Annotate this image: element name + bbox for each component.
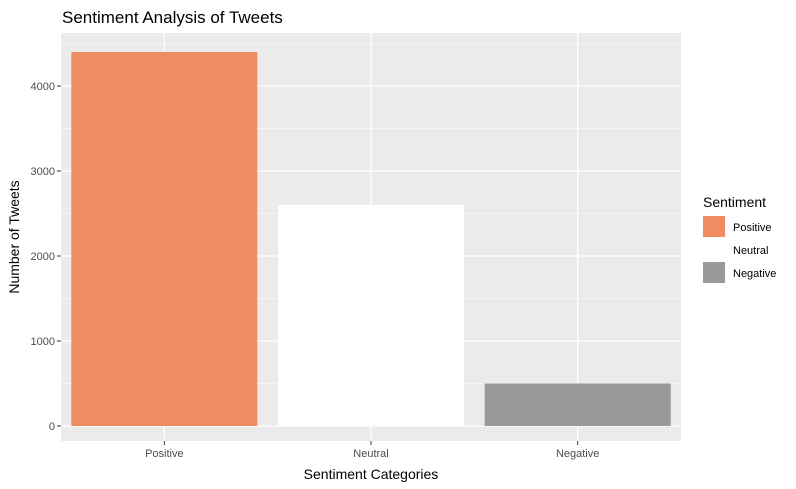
- legend-label-negative: Negative: [733, 268, 776, 280]
- y-tick-label: 0: [49, 421, 55, 433]
- legend-title: Sentiment: [703, 194, 766, 210]
- y-axis-ticks: 0 1000 2000 3000 4000: [31, 81, 61, 433]
- bar-neutral: [278, 205, 464, 426]
- legend-items: Positive Neutral Negative: [703, 216, 776, 283]
- legend-label-positive: Positive: [733, 222, 772, 234]
- x-tick-label: Positive: [145, 448, 184, 460]
- legend-label-neutral: Neutral: [733, 245, 768, 257]
- bar-negative: [484, 383, 671, 426]
- x-axis-title: Sentiment Categories: [304, 466, 439, 482]
- x-axis-ticks: Positive Neutral Negative: [145, 441, 599, 460]
- y-tick-label: 4000: [31, 81, 55, 93]
- bars: [71, 52, 671, 426]
- legend-swatch-negative: [703, 262, 725, 283]
- x-tick-label: Neutral: [353, 448, 388, 460]
- y-tick-label: 1000: [31, 336, 55, 348]
- legend-swatch-neutral: [703, 239, 725, 260]
- legend: Sentiment Positive Neutral Negative: [703, 194, 776, 283]
- y-tick-label: 2000: [31, 251, 55, 263]
- y-axis-title: Number of Tweets: [6, 180, 22, 293]
- bar-positive: [71, 52, 258, 426]
- chart-title: Sentiment Analysis of Tweets: [62, 8, 283, 27]
- y-tick-label: 3000: [31, 166, 55, 178]
- legend-swatch-positive: [703, 216, 725, 237]
- x-tick-label: Negative: [556, 448, 599, 460]
